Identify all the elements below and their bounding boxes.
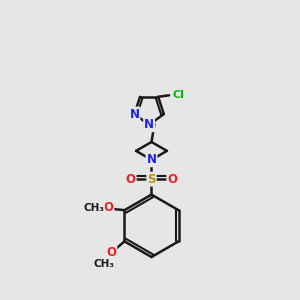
Text: O: O (103, 201, 113, 214)
Text: Cl: Cl (172, 90, 184, 100)
Text: O: O (106, 246, 116, 259)
Text: N: N (144, 118, 154, 131)
Text: CH₃: CH₃ (83, 203, 104, 213)
Text: N: N (129, 108, 140, 121)
Text: O: O (126, 172, 136, 186)
Text: S: S (147, 172, 156, 186)
Text: O: O (167, 172, 177, 186)
Text: N: N (146, 153, 157, 166)
Text: CH₃: CH₃ (93, 259, 114, 269)
